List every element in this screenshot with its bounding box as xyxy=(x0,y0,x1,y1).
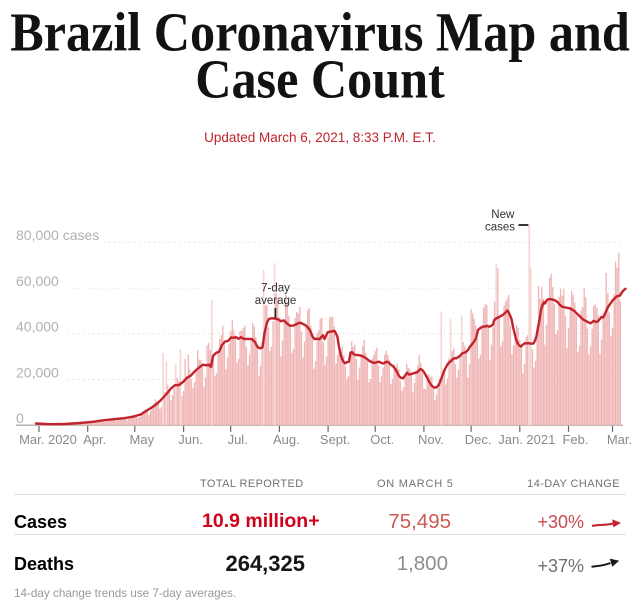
svg-text:Sept.: Sept. xyxy=(320,432,350,447)
svg-text:Apr.: Apr. xyxy=(83,432,106,447)
svg-text:40,000: 40,000 xyxy=(16,319,59,335)
svg-text:May: May xyxy=(130,432,155,447)
svg-text:Dec.: Dec. xyxy=(465,432,492,447)
svg-text:cases: cases xyxy=(485,222,515,234)
svg-text:0: 0 xyxy=(16,410,24,426)
svg-text:Jul.: Jul. xyxy=(228,432,248,447)
svg-text:average: average xyxy=(255,295,297,307)
svg-text:80,000 cases: 80,000 cases xyxy=(16,227,99,243)
svg-text:7-day: 7-day xyxy=(261,283,290,295)
svg-text:Oct.: Oct. xyxy=(370,432,394,447)
svg-text:New: New xyxy=(491,209,515,221)
svg-text:20,000: 20,000 xyxy=(16,364,59,380)
svg-text:Jun.: Jun. xyxy=(178,432,203,447)
svg-text:Mar.: Mar. xyxy=(607,432,632,447)
svg-text:Nov.: Nov. xyxy=(418,432,444,447)
svg-text:Mar. 2020: Mar. 2020 xyxy=(19,432,77,447)
svg-text:60,000: 60,000 xyxy=(16,273,59,289)
svg-text:Jan. 2021: Jan. 2021 xyxy=(498,432,555,447)
svg-text:Feb.: Feb. xyxy=(562,432,588,447)
svg-text:Aug.: Aug. xyxy=(273,432,300,447)
